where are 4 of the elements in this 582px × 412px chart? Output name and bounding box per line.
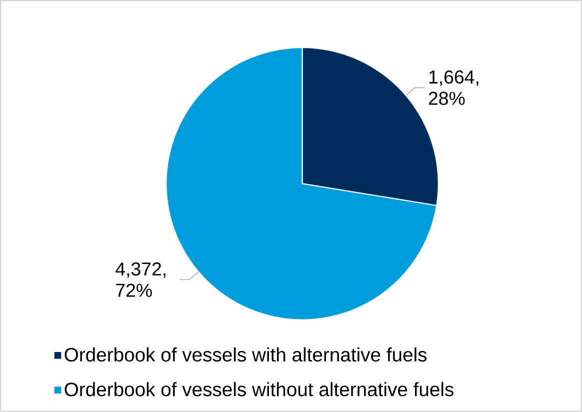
legend-label: Orderbook of vessels without alternative fuels <box>64 382 454 396</box>
legend-label: Orderbook of vessels with alternative fuels <box>64 347 427 362</box>
data-label: 4,372, 72% <box>116 262 166 297</box>
data-label: 1,664, 28% <box>428 70 478 106</box>
